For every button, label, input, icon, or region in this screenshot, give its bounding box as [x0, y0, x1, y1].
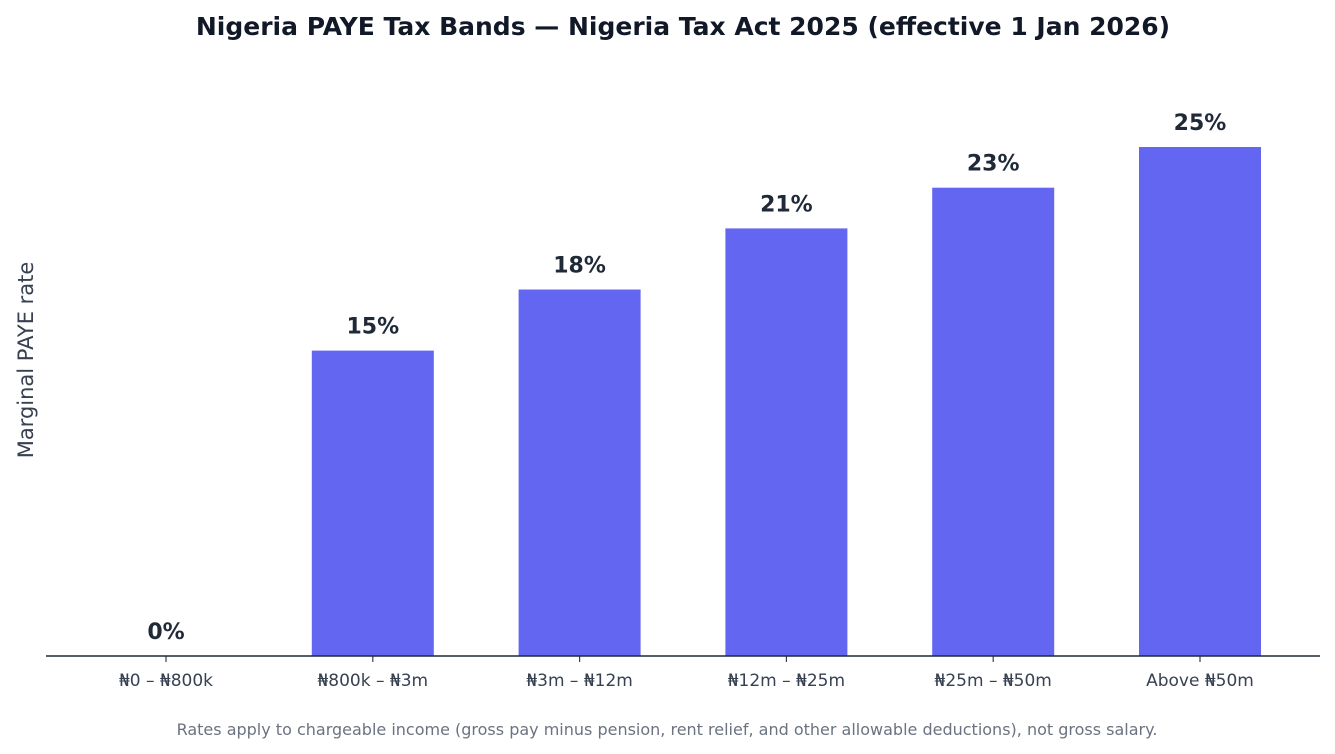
- bars-group: [311, 147, 1261, 656]
- x-tick-label-4: ₦25m – ₦50m: [935, 671, 1052, 691]
- chart-footnote: Rates apply to chargeable income (gross …: [177, 720, 1158, 739]
- x-tick-label-1: ₦800k – ₦3m: [317, 671, 428, 691]
- y-axis-label: Marginal PAYE rate: [14, 262, 38, 459]
- data-label-0: 0%: [147, 620, 184, 645]
- data-label-5: 25%: [1174, 111, 1227, 136]
- x-tick-label-5: Above ₦50m: [1146, 671, 1254, 691]
- bar-5: [1139, 147, 1261, 656]
- x-tick-label-0: ₦0 – ₦800k: [119, 671, 213, 691]
- x-tick-label-2: ₦3m – ₦12m: [526, 671, 633, 691]
- x-ticks-group: ₦0 – ₦800k ₦800k – ₦3m ₦3m – ₦12m ₦12m – ₦2…: [119, 656, 1254, 691]
- bar-4: [932, 187, 1055, 656]
- data-label-3: 21%: [760, 192, 813, 217]
- data-label-1: 15%: [346, 315, 399, 340]
- chart-title: Nigeria PAYE Tax Bands — Nigeria Tax Act…: [196, 12, 1170, 41]
- data-label-2: 18%: [553, 254, 606, 279]
- bar-1: [311, 350, 434, 656]
- bar-2: [518, 289, 641, 656]
- data-labels-group: 0% 15% 18% 21% 23% 25%: [147, 111, 1226, 645]
- x-tick-label-3: ₦12m – ₦25m: [728, 671, 845, 691]
- data-label-4: 23%: [967, 152, 1020, 177]
- bar-3: [725, 228, 848, 656]
